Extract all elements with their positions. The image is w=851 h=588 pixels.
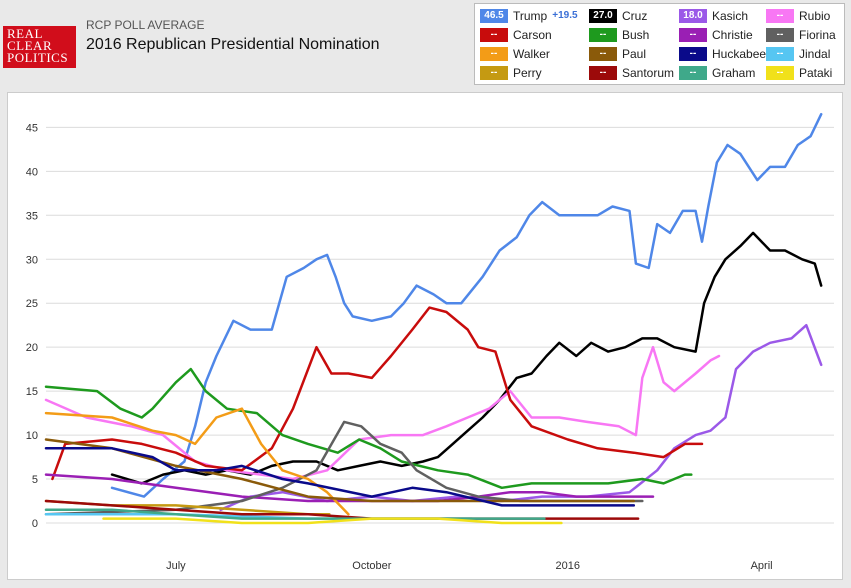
logo-line: REAL [7,26,43,41]
legend-label: Carson [513,27,552,42]
legend-label: Kasich [712,8,749,23]
legend-item-jindal[interactable]: -- Jindal [766,46,830,62]
y-tick-label: 15 [26,386,38,398]
legend-value-badge: -- [589,46,617,61]
legend-label: Bush [622,27,650,42]
legend-value-badge: -- [589,27,617,42]
legend-label: Pataki [799,65,833,80]
y-tick-label: 30 [26,254,38,266]
series-line-paul [44,438,636,503]
legend-item-graham[interactable]: -- Graham [679,65,755,81]
legend-label: Fiorina [799,27,836,42]
legend-value-badge: -- [766,8,794,23]
legend-item-santorum[interactable]: -- Santorum [589,65,674,81]
legend-item-rubio[interactable]: -- Rubio [766,8,830,24]
y-tick-label: 10 [26,430,38,442]
legend-item-perry[interactable]: -- Perry [480,65,542,81]
y-tick-label: 25 [26,298,38,310]
legend-item-cruz[interactable]: 27.0 Cruz [589,8,647,24]
series-line-walker [44,407,350,516]
legend-value-badge: -- [766,27,794,42]
legend-value-badge: -- [679,65,707,80]
legend-value-badge: -- [766,46,794,61]
legend-item-huckabee[interactable]: -- Huckabee [679,46,766,62]
legend-spread: +19.5 [552,10,578,22]
legend-value-badge: 27.0 [589,8,617,23]
legend-label: Jindal [799,46,831,61]
chart-subtitle: RCP POLL AVERAGE [86,18,205,32]
legend-item-fiorina[interactable]: -- Fiorina [766,27,836,43]
legend-value-badge: -- [679,27,707,42]
logo-line: CLEAR [7,38,53,53]
legend-label: Paul [622,46,647,61]
legend-item-trump[interactable]: 46.5 Trump +19.5 [480,8,578,24]
legend-item-paul[interactable]: -- Paul [589,46,646,62]
legend-label: Trump [513,8,548,23]
legend-value-badge: -- [480,46,508,61]
legend-item-pataki[interactable]: -- Pataki [766,65,832,81]
chart-title: 2016 Republican Presidential Nomination [86,36,380,53]
legend-item-christie[interactable]: -- Christie [679,27,753,43]
legend-value-badge: -- [480,65,508,80]
legend-label: Cruz [622,8,648,23]
legend-label: Santorum [622,65,675,80]
legend-label: Walker [513,46,550,61]
series-line-huckabee [44,447,636,507]
logo-line: POLITICS [7,50,69,65]
y-tick-label: 0 [32,518,38,530]
legend-value-badge: -- [589,65,617,80]
rcp-logo: REAL CLEAR POLITICS [3,26,76,68]
legend-item-carson[interactable]: -- Carson [480,27,552,43]
y-tick-label: 40 [26,166,38,178]
legend-item-kasich[interactable]: 18.0 Kasich [679,8,748,24]
series-line-santorum [44,499,640,520]
series-line-carson [51,306,704,481]
legend-value-badge: -- [766,65,794,80]
plot-area: 0 5 10 15 20 25 30 35 40 45 July October 2016 April [7,92,843,580]
legend-value-badge: 46.5 [480,8,508,23]
chart-header: REAL CLEAR POLITICS RCP POLL AVERAGE 201… [0,0,851,88]
y-tick-label: 45 [26,122,38,134]
series-line-bush [44,367,693,490]
legend-label: Christie [712,27,753,42]
series-line-trump [110,112,823,498]
x-tick-label: October [352,560,391,572]
x-tick-label: July [166,560,186,572]
legend-value-badge: -- [480,27,508,42]
legend-label: Rubio [799,8,831,23]
series-line-pataki [102,517,563,525]
legend-label: Huckabee [712,46,767,61]
x-tick-label: April [751,560,773,572]
chart-legend: 46.5 Trump +19.5 27.0 Cruz 18.0 Kasich -- Rubio -… [474,3,845,85]
y-tick-label: 35 [26,210,38,222]
legend-label: Graham [712,65,756,80]
legend-value-badge: -- [679,46,707,61]
line-chart: 0 5 10 15 20 25 30 35 40 45 July October 2016 April [26,112,834,572]
legend-item-walker[interactable]: -- Walker [480,46,550,62]
legend-label: Perry [513,65,542,80]
y-tick-label: 5 [32,474,38,486]
legend-item-bush[interactable]: -- Bush [589,27,649,43]
legend-value-badge: 18.0 [679,8,707,23]
series-line-fiorina [44,420,644,516]
y-tick-label: 20 [26,342,38,354]
series-line-cruz [110,231,823,485]
x-tick-label: 2016 [556,560,580,572]
